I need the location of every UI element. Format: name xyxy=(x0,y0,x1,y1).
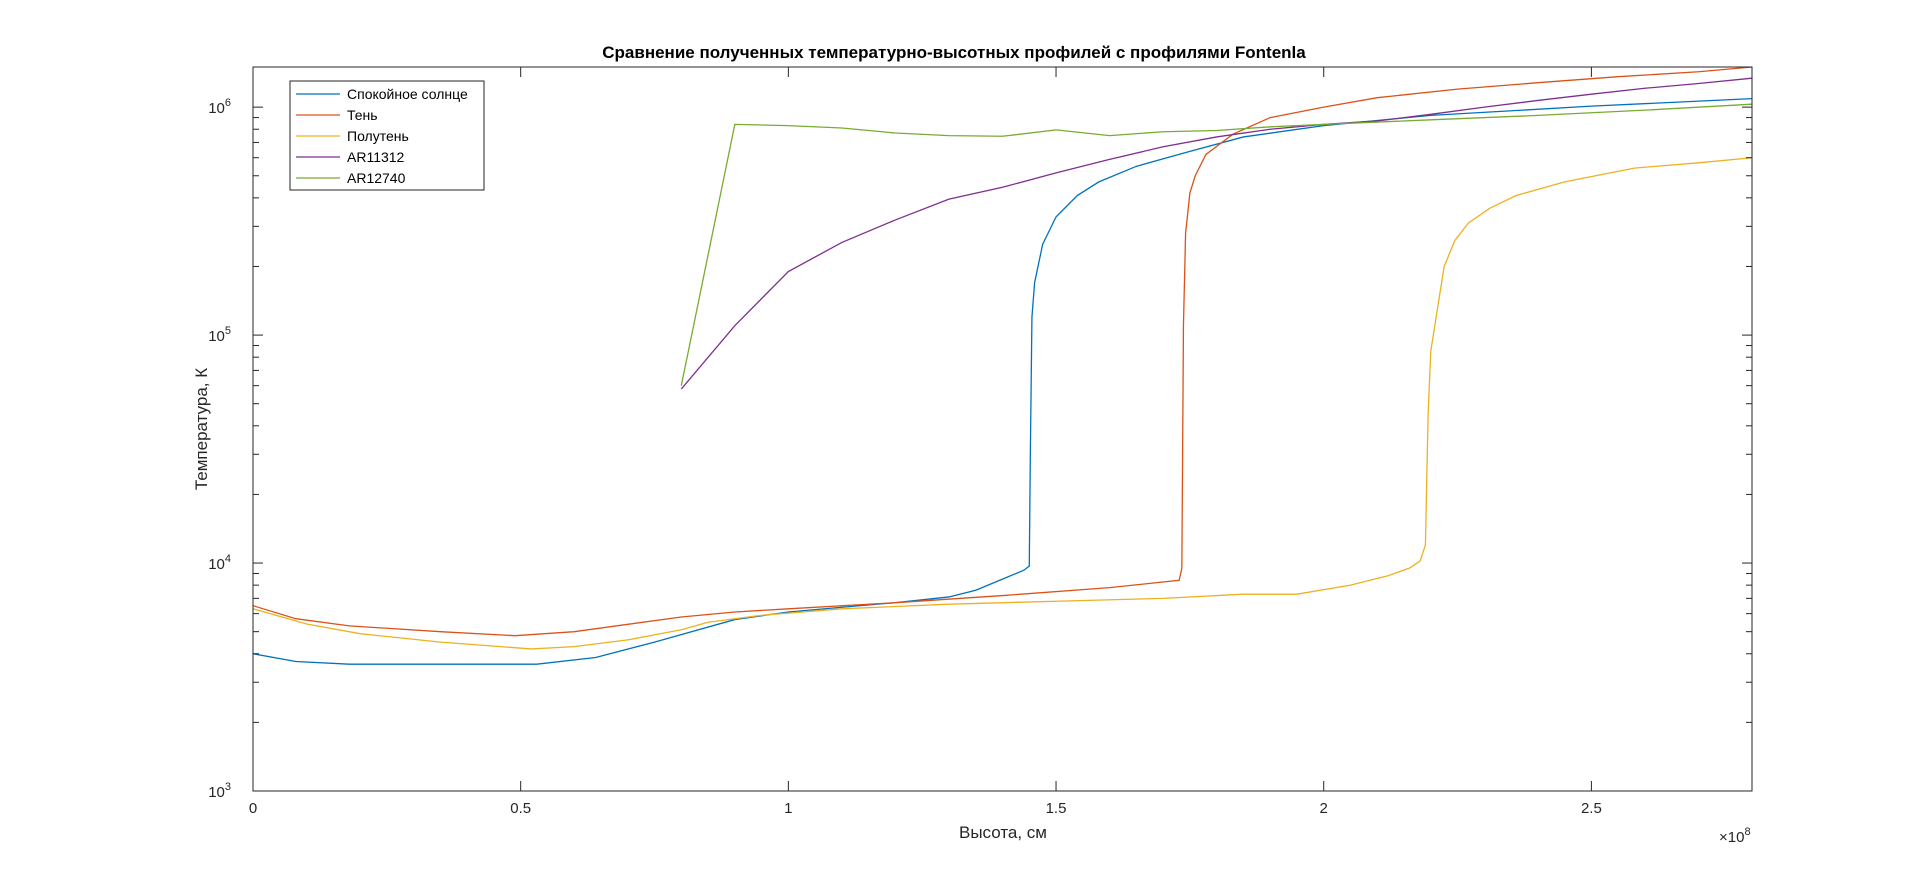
x-axis-label: Высота, см xyxy=(959,823,1047,842)
x-tick-label: 0.5 xyxy=(510,800,531,817)
ticks-layer xyxy=(252,67,1752,792)
series-layer xyxy=(252,66,1753,665)
plot-frame xyxy=(252,66,1753,792)
legend-label-3: Полутень xyxy=(347,128,409,144)
legend-label-4: AR11312 xyxy=(347,149,405,165)
chart-title: Сравнение полученных температурно-высотн… xyxy=(602,43,1306,62)
series-line-4 xyxy=(680,77,1753,390)
x-tick-label: 2 xyxy=(1320,800,1328,817)
x-tick-label: 2.5 xyxy=(1581,800,1602,817)
series-line-2 xyxy=(252,66,1753,637)
legend-label-1: Спокойное солнце xyxy=(347,86,468,102)
legend-label-2: Тень xyxy=(347,107,378,123)
y-tick-label: 105 xyxy=(208,325,231,345)
y-tick-label: 104 xyxy=(208,553,231,573)
tick-labels: 0 0.5 1 1.5 2 2.5 103 104 105 106 xyxy=(208,97,1602,817)
series-line-1 xyxy=(252,97,1753,665)
y-axis-label: Температура, К xyxy=(192,368,211,490)
x-tick-label: 1 xyxy=(784,800,792,817)
x-exponent-label: ×108 xyxy=(1719,826,1751,846)
legend: Спокойное солнце Тень Полутень AR11312 AR127… xyxy=(289,80,485,191)
y-tick-label: 106 xyxy=(208,97,231,117)
series-line-3 xyxy=(252,157,1753,650)
y-tick-label: 103 xyxy=(208,781,231,801)
x-tick-label: 1.5 xyxy=(1046,800,1067,817)
x-exponent-power: 8 xyxy=(1744,826,1750,838)
legend-label-5: AR12740 xyxy=(347,170,406,186)
x-tick-label: 0 xyxy=(249,800,257,817)
series-line-5 xyxy=(680,103,1753,386)
